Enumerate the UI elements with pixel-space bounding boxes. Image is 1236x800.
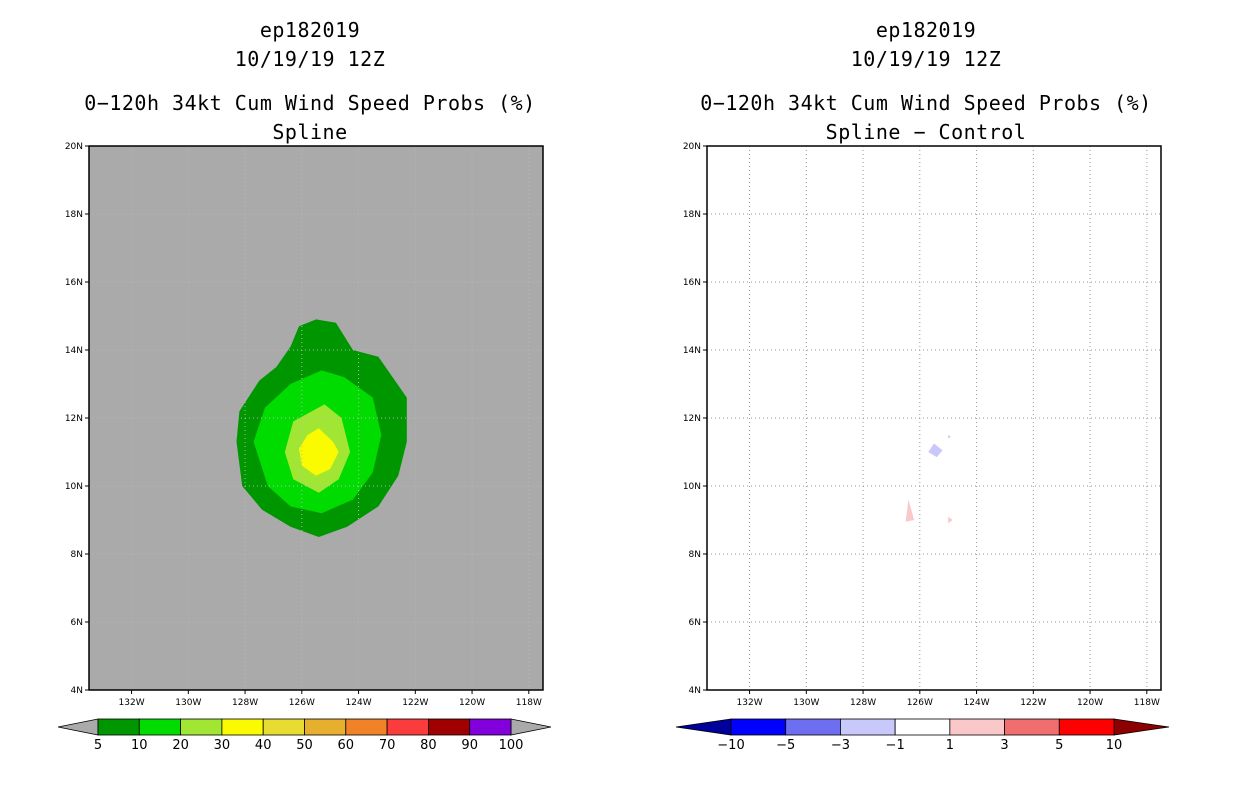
right-x-tick-label-3: 126W: [907, 698, 933, 708]
right-colorbar-label-5: 3: [1000, 738, 1008, 753]
left-plot-contents: [89, 146, 543, 690]
right-plot-contents: [707, 146, 1161, 690]
right-metric-title: 0−120h 34kt Cum Wind Speed Probs (%): [700, 91, 1152, 115]
right-x-tick-label-6: 120W: [1077, 698, 1103, 708]
left-y-tick-label-4: 12N: [65, 414, 83, 424]
left-colorbar-label-5: 50: [296, 738, 313, 753]
right-colorbar-box-5: [1004, 718, 1060, 736]
left-colorbar-label-6: 60: [338, 738, 355, 753]
right-y-tick-label-7: 18N: [683, 210, 701, 220]
left-x-tick-label-2: 128W: [232, 698, 258, 708]
right-colorbar: −10 −5 −3 −1 1 3 5 10: [675, 718, 1170, 753]
left-colorbar-box-6: [345, 718, 388, 736]
right-y-tick-label-2: 8N: [689, 550, 701, 560]
right-subtitle: Spline − Control: [825, 120, 1027, 144]
right-colorbar-box-4: [949, 718, 1005, 736]
right-date: 10/19/19 12Z: [850, 47, 1002, 71]
left-x-tick-label-1: 130W: [175, 698, 201, 708]
left-colorbar-label-2: 20: [172, 738, 189, 753]
right-x-tick-label-5: 122W: [1020, 698, 1046, 708]
right-colorbar-box-6: [1058, 718, 1115, 736]
left-colorbar-label-9: 90: [461, 738, 478, 753]
left-x-tick-label-6: 120W: [459, 698, 485, 708]
left-y-tick-label-8: 20N: [65, 142, 83, 152]
left-colorbar-box-2: [180, 718, 223, 736]
left-colorbar-label-4: 40: [255, 738, 272, 753]
left-y-tick-label-1: 6N: [71, 618, 83, 628]
right-colorbar-under-triangle: [675, 718, 732, 736]
left-colorbar-box-8: [427, 718, 471, 736]
right-plot-background: [707, 146, 1161, 690]
left-colorbar-label-7: 70: [379, 738, 396, 753]
left-colorbar-box-5: [304, 718, 347, 736]
left-y-tick-label-5: 14N: [65, 346, 83, 356]
right-colorbar-label-7: 10: [1106, 738, 1123, 753]
left-y-tick-label-3: 10N: [65, 482, 83, 492]
right-storm-id: ep182019: [875, 18, 977, 42]
right-plot-group: 132W 130W 128W 126W 124W 122W 120W 118W 4N 6N 8N 10…: [675, 142, 1170, 753]
left-colorbar-label-0: 5: [94, 738, 102, 753]
left-x-tick-label-0: 132W: [119, 698, 145, 708]
right-colorbar-box-2: [840, 718, 896, 736]
right-y-tick-label-1: 6N: [689, 618, 701, 628]
right-x-tick-label-0: 132W: [737, 698, 763, 708]
right-colorbar-label-1: −5: [776, 738, 795, 753]
right-colorbar-label-6: 5: [1055, 738, 1063, 753]
left-colorbar-box-3: [221, 718, 264, 736]
left-y-tick-label-2: 8N: [71, 550, 83, 560]
right-difference-blob-2: [905, 499, 915, 522]
left-colorbar-box-9: [469, 718, 512, 736]
left-subtitle: Spline: [272, 120, 348, 144]
left-colorbar-label-10: 100: [499, 738, 524, 753]
left-y-tick-label-7: 18N: [65, 210, 83, 220]
right-colorbar-box-1: [785, 718, 841, 736]
right-colorbar-label-3: −1: [886, 738, 905, 753]
left-colorbar-label-1: 10: [131, 738, 148, 753]
left-colorbar-box-7: [386, 718, 429, 736]
right-y-tick-label-6: 16N: [683, 278, 701, 288]
right-x-tick-label-1: 130W: [793, 698, 819, 708]
left-x-tick-label-5: 122W: [402, 698, 428, 708]
left-x-tick-label-3: 126W: [289, 698, 315, 708]
left-colorbar-box-0: [97, 718, 140, 736]
left-colorbar-under-triangle: [57, 718, 99, 736]
left-x-tick-label-7: 118W: [516, 698, 542, 708]
right-difference-blob-3: [948, 516, 953, 524]
right-y-tick-label-0: 4N: [689, 686, 701, 696]
right-y-tick-label-4: 12N: [683, 414, 701, 424]
left-x-tick-label-4: 124W: [346, 698, 372, 708]
right-colorbar-label-4: 1: [946, 738, 954, 753]
right-colorbar-box-3: [894, 718, 951, 736]
right-y-tick-label-3: 10N: [683, 482, 701, 492]
right-colorbar-over-triangle: [1113, 718, 1170, 736]
right-colorbar-box-0: [730, 718, 787, 736]
right-colorbar-label-0: −10: [717, 738, 744, 753]
left-date: 10/19/19 12Z: [234, 47, 386, 71]
left-contour-30: [299, 428, 339, 476]
left-y-tick-label-0: 4N: [71, 686, 83, 696]
left-colorbar-over-triangle: [510, 718, 552, 736]
right-y-tick-label-5: 14N: [683, 346, 701, 356]
right-x-tick-label-7: 118W: [1134, 698, 1160, 708]
right-x-tick-label-4: 124W: [964, 698, 990, 708]
left-colorbar-label-3: 30: [214, 738, 231, 753]
right-y-tick-label-8: 20N: [683, 142, 701, 152]
left-metric-title: 0−120h 34kt Cum Wind Speed Probs (%): [84, 91, 536, 115]
right-difference-blob-0: [928, 443, 943, 458]
left-y-tick-label-6: 16N: [65, 278, 83, 288]
left-colorbar-box-1: [138, 718, 182, 736]
left-storm-id: ep182019: [259, 18, 361, 42]
left-colorbar-label-8: 80: [420, 738, 437, 753]
left-plot-group: 132W 130W 128W 126W 124W 122W 120W 118W 4N 6N 8N 10…: [57, 142, 552, 753]
left-colorbar: 5 10 20 30 40 50 60 70 80 90 100: [57, 718, 552, 753]
right-x-tick-label-2: 128W: [850, 698, 876, 708]
right-colorbar-label-2: −3: [831, 738, 850, 753]
left-colorbar-box-4: [262, 718, 305, 736]
right-difference-blob-1: [948, 435, 951, 439]
